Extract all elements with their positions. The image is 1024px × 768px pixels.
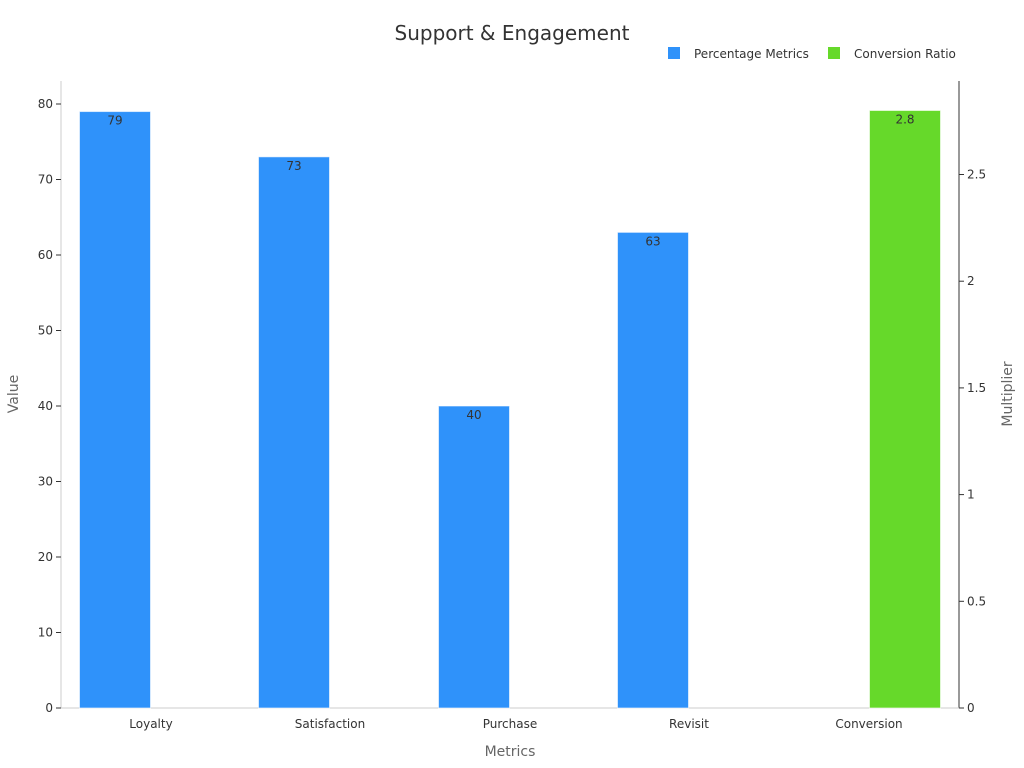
x-axis-ticks: Loyalty Satisfaction Purchase Revisit Conver… <box>129 717 902 731</box>
y2-axis-title: Multiplier <box>1000 361 1016 427</box>
y2-tick-label: 2.5 <box>967 168 986 182</box>
y2-tick-label: 0.5 <box>967 594 986 608</box>
y2-tick-label: 0 <box>967 701 975 715</box>
bar-value-label: 63 <box>645 234 660 248</box>
y-tick-label: 70 <box>38 173 53 187</box>
x-tick-label: Satisfaction <box>295 717 365 731</box>
x-axis-title: Metrics <box>485 744 536 760</box>
legend: Percentage Metrics Conversion Ratio <box>668 47 956 61</box>
bar-percentage-metrics[interactable] <box>258 156 330 709</box>
legend-item-percentage-metrics[interactable]: Percentage Metrics <box>668 47 809 61</box>
legend-label-percentage-metrics: Percentage Metrics <box>694 47 809 61</box>
y-tick-label: 20 <box>38 550 53 564</box>
y-tick-label: 40 <box>38 399 53 413</box>
chart-title: Support & Engagement <box>395 21 630 45</box>
y-axis-title: Value <box>6 375 22 413</box>
y-tick-label: 50 <box>38 324 53 338</box>
bar-conversion-ratio[interactable] <box>869 109 941 709</box>
y-tick-label: 0 <box>45 701 53 715</box>
y-tick-label: 30 <box>38 475 53 489</box>
bars <box>79 109 941 709</box>
y-tick-label: 10 <box>38 626 53 640</box>
legend-item-conversion-ratio[interactable]: Conversion Ratio <box>828 47 956 61</box>
legend-swatch-conversion-ratio <box>828 47 840 59</box>
x-tick-label: Loyalty <box>129 717 172 731</box>
legend-label-conversion-ratio: Conversion Ratio <box>854 47 956 61</box>
y2-axis-ticks: 0 0.5 1 1.5 2 2.5 <box>959 168 986 715</box>
y2-tick-label: 2 <box>967 274 975 288</box>
bar-percentage-metrics[interactable] <box>438 405 510 709</box>
x-tick-label: Conversion <box>835 717 902 731</box>
bar-labels: 79 73 40 63 2.8 <box>107 112 914 422</box>
bar-value-label: 73 <box>286 159 301 173</box>
y2-tick-label: 1 <box>967 488 975 502</box>
x-tick-label: Purchase <box>483 717 538 731</box>
y2-tick-label: 1.5 <box>967 381 986 395</box>
x-tick-label: Revisit <box>669 717 709 731</box>
bar-value-label: 79 <box>107 114 122 128</box>
y-tick-label: 80 <box>38 97 53 111</box>
legend-swatch-percentage-metrics <box>668 47 680 59</box>
y-axis-ticks: 0 10 20 30 40 50 60 70 80 <box>38 97 61 715</box>
bar-value-label: 40 <box>466 408 481 422</box>
y-tick-label: 60 <box>38 248 53 262</box>
bar-percentage-metrics[interactable] <box>79 111 151 709</box>
bar-value-label: 2.8 <box>895 112 914 126</box>
bar-percentage-metrics[interactable] <box>617 231 689 709</box>
